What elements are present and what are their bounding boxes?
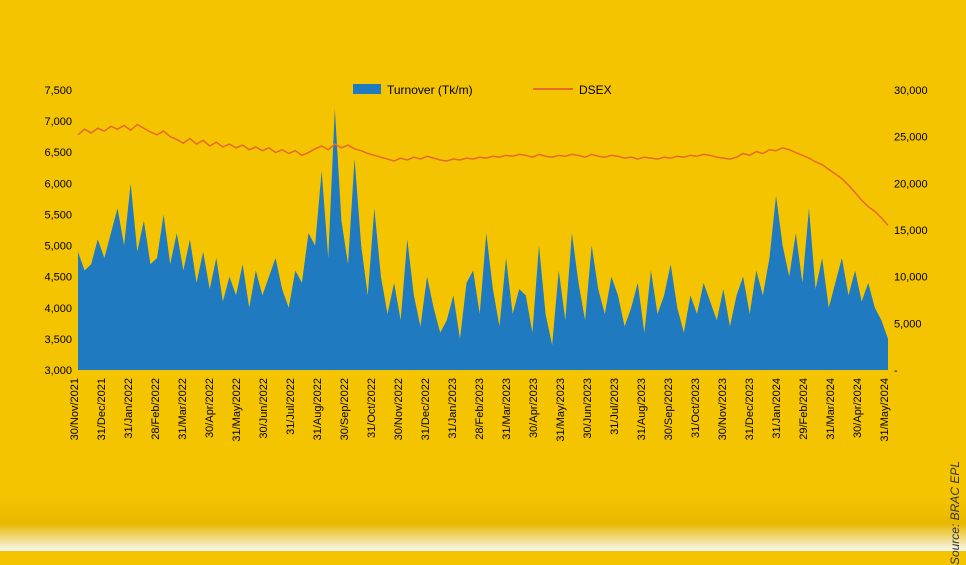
x-axis-label: 29/Feb/2024 xyxy=(798,378,810,440)
x-axis-label: 31/Mar/2024 xyxy=(825,378,837,440)
x-axis-label: 30/Nov/2023 xyxy=(717,378,729,440)
legend-swatch-turnover xyxy=(353,84,381,94)
right-axis-tick: 10,000 xyxy=(894,272,928,284)
x-axis-label: 30/Apr/2023 xyxy=(528,378,540,438)
legend-label-dsex: DSEX xyxy=(579,83,612,97)
x-axis-label: 30/Sep/2023 xyxy=(663,378,675,440)
x-axis-label: 31/Dec/2023 xyxy=(744,378,756,440)
right-axis-tick: 25,000 xyxy=(894,132,928,144)
right-axis-tick: 5,000 xyxy=(894,318,922,330)
x-axis-label: 31/Dec/2021 xyxy=(96,378,108,440)
right-axis-tick: - xyxy=(894,365,898,377)
x-axis-label: 31/May/2023 xyxy=(555,378,567,442)
x-axis-label: 30/Nov/2022 xyxy=(393,378,405,440)
left-axis-tick: 3,500 xyxy=(44,334,72,346)
x-axis-label: 31/Jul/2022 xyxy=(285,378,297,435)
x-axis-label: 31/Mar/2022 xyxy=(177,378,189,440)
right-axis-tick: 20,000 xyxy=(894,178,928,190)
left-axis-tick: 4,500 xyxy=(44,272,72,284)
x-axis-label: 31/Aug/2023 xyxy=(636,378,648,440)
x-axis-label: 31/Mar/2023 xyxy=(501,378,513,440)
legend-label-turnover: Turnover (Tk/m) xyxy=(387,83,473,97)
x-axis-label: 31/May/2022 xyxy=(231,378,243,442)
x-axis-label: 30/Apr/2024 xyxy=(852,378,864,438)
left-axis-tick: 5,500 xyxy=(44,209,72,221)
left-axis-tick: 5,000 xyxy=(44,241,72,253)
x-axis-label: 28/Feb/2023 xyxy=(474,378,486,440)
x-axis-label: 31/May/2024 xyxy=(879,378,891,442)
left-axis-tick: 6,500 xyxy=(44,147,72,159)
dual-axis-chart: 3,000 3,500 4,000 4,500 5,000 5,500 6,000 6,500… xyxy=(28,80,938,470)
x-axis-label: 30/Sep/2022 xyxy=(339,378,351,440)
x-axis-label: 31/Jan/2023 xyxy=(447,378,459,439)
left-axis-tick: 7,000 xyxy=(44,116,72,128)
x-axis-label: 31/Oct/2023 xyxy=(690,378,702,438)
left-axis-tick: 6,000 xyxy=(44,178,72,190)
x-axis-label: 31/Aug/2022 xyxy=(312,378,324,440)
chart-svg: 3,000 3,500 4,000 4,500 5,000 5,500 6,000 6,500… xyxy=(28,80,938,470)
left-axis-tick: 4,000 xyxy=(44,303,72,315)
x-axis-label: 31/Jan/2022 xyxy=(123,378,135,439)
x-axis-label: 31/Jan/2024 xyxy=(771,378,783,439)
x-axis-label: 30/Jun/2022 xyxy=(258,378,270,439)
source-attribution: Source: BRAC EPL xyxy=(948,461,962,565)
x-axis-label: 31/Jul/2023 xyxy=(609,378,621,435)
x-axis-label: 30/Apr/2022 xyxy=(204,378,216,438)
left-axis-tick: 3,000 xyxy=(44,365,72,377)
right-axis-tick: 30,000 xyxy=(894,85,928,97)
x-axis-label: 30/Nov/2021 xyxy=(69,378,81,440)
left-axis-tick: 7,500 xyxy=(44,85,72,97)
right-axis-tick: 15,000 xyxy=(894,225,928,237)
x-axis-label: 31/Oct/2022 xyxy=(366,378,378,438)
x-axis-label: 28/Feb/2022 xyxy=(150,378,162,440)
x-axis-label: 30/Jun/2023 xyxy=(582,378,594,439)
x-axis-label: 31/Dec/2022 xyxy=(420,378,432,440)
